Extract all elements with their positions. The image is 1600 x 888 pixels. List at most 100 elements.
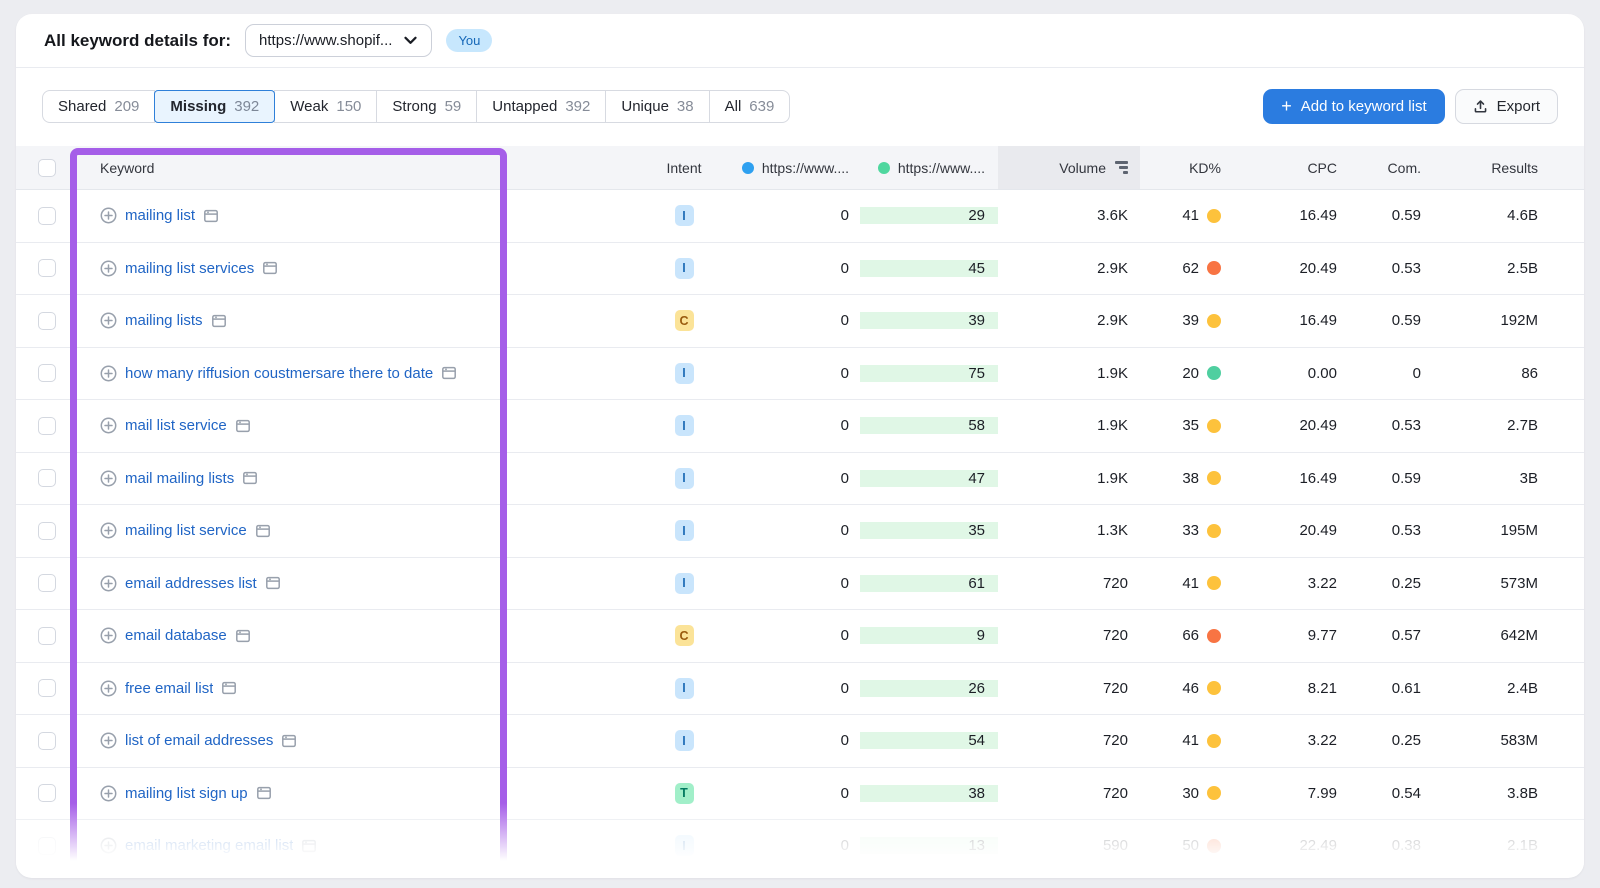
serp-preview-icon[interactable] [255,523,271,539]
kd-value: 50 [1182,837,1199,854]
volume-cell: 2.9K [998,312,1140,329]
table-row[interactable]: email marketing email list I 0 13 590 50… [16,820,1584,873]
keyword-link[interactable]: list of email addresses [125,732,273,749]
add-keyword-icon[interactable] [100,680,117,697]
header-cell-cpc[interactable]: CPC [1240,146,1350,189]
keyword-link[interactable]: email database [125,627,227,644]
table-row[interactable]: list of email addresses I 0 54 720 41 3.… [16,715,1584,768]
keyword-link[interactable]: mailing list service [125,522,247,539]
add-keyword-icon[interactable] [100,575,117,592]
export-button[interactable]: Export [1455,89,1558,124]
serp-preview-icon[interactable] [256,785,272,801]
keyword-link[interactable]: mailing list [125,207,195,224]
table-row[interactable]: mail list service I 0 58 1.9K 35 20.49 0… [16,400,1584,453]
add-keyword-icon[interactable] [100,312,117,329]
row-checkbox[interactable] [38,732,56,750]
results-value: 86 [1521,365,1538,382]
results-value: 3B [1520,470,1538,487]
table-row[interactable]: mailing list sign up T 0 38 720 30 7.99 … [16,768,1584,821]
table-row[interactable]: mailing lists C 0 39 2.9K 39 16.49 0.59 … [16,295,1584,348]
serp-preview-icon[interactable] [242,470,258,486]
tab-all[interactable]: All639 [709,90,791,123]
domain-select[interactable]: https://www.shopif... [245,24,432,57]
tab-unique[interactable]: Unique38 [605,90,709,123]
row-checkbox[interactable] [38,364,56,382]
add-keyword-icon[interactable] [100,470,117,487]
kd-cell: 39 [1140,312,1240,329]
row-checkbox[interactable] [38,259,56,277]
serp-preview-icon[interactable] [235,418,251,434]
you-position-value: 0 [841,417,849,434]
row-checkbox[interactable] [38,417,56,435]
keyword-link[interactable]: mailing lists [125,312,203,329]
tab-untapped[interactable]: Untapped392 [476,90,606,123]
competitor-position-value: 45 [968,260,985,277]
add-keyword-icon[interactable] [100,365,117,382]
tab-strong[interactable]: Strong59 [376,90,477,123]
you-position-cell: 0 [732,207,860,224]
keyword-link[interactable]: free email list [125,680,213,697]
row-checkbox[interactable] [38,837,56,855]
header-cell-volume[interactable]: Volume [998,146,1140,189]
keyword-link[interactable]: email addresses list [125,575,257,592]
keyword-link[interactable]: mail list service [125,417,227,434]
row-checkbox[interactable] [38,469,56,487]
keyword-link[interactable]: mailing list services [125,260,254,277]
header-cell-keyword[interactable]: Keyword [78,146,636,189]
keyword-link[interactable]: how many riffusion coustmersare there to… [125,365,433,382]
tab-missing[interactable]: Missing392 [154,90,275,123]
header-cell-kd[interactable]: KD% [1140,146,1240,189]
table-row[interactable]: mail mailing lists I 0 47 1.9K 38 16.49 … [16,453,1584,506]
table-row[interactable]: mailing list service I 0 35 1.3K 33 20.4… [16,505,1584,558]
serp-preview-icon[interactable] [203,208,219,224]
competitor-position-value: 29 [968,207,985,224]
cpc-value: 8.21 [1308,680,1337,697]
header-cell-competitor-domain[interactable]: https://www.... [860,146,998,189]
row-checkbox[interactable] [38,207,56,225]
table-row[interactable]: email database C 0 9 720 66 9.77 0.57 64… [16,610,1584,663]
keyword-link[interactable]: mailing list sign up [125,785,248,802]
add-keyword-icon[interactable] [100,785,117,802]
row-checkbox[interactable] [38,312,56,330]
you-position-value: 0 [841,837,849,854]
row-checkbox[interactable] [38,522,56,540]
row-checkbox[interactable] [38,679,56,697]
serp-preview-icon[interactable] [221,680,237,696]
table-row[interactable]: email addresses list I 0 61 720 41 3.22 … [16,558,1584,611]
kd-value: 66 [1182,627,1199,644]
row-checkbox[interactable] [38,784,56,802]
tab-shared[interactable]: Shared209 [42,90,155,123]
select-all-checkbox[interactable] [38,159,56,177]
serp-preview-icon[interactable] [441,365,457,381]
keyword-link[interactable]: email marketing email list [125,837,293,854]
serp-preview-icon[interactable] [262,260,278,276]
serp-preview-icon[interactable] [301,838,317,854]
table-row[interactable]: how many riffusion coustmersare there to… [16,348,1584,401]
header-cell-com[interactable]: Com. [1350,146,1434,189]
tab-weak[interactable]: Weak150 [274,90,377,123]
serp-preview-icon[interactable] [265,575,281,591]
header-cell-results[interactable]: Results [1434,146,1584,189]
table-row[interactable]: free email list I 0 26 720 46 8.21 0.61 … [16,663,1584,716]
table-row[interactable]: mailing list I 0 29 3.6K 41 16.49 0.59 4… [16,190,1584,243]
row-checkbox[interactable] [38,627,56,645]
serp-preview-icon[interactable] [281,733,297,749]
header-cell-you-domain[interactable]: https://www.... [732,146,860,189]
add-keyword-icon[interactable] [100,522,117,539]
add-to-keyword-list-button[interactable]: + Add to keyword list [1263,89,1444,124]
serp-preview-icon[interactable] [235,628,251,644]
table-row[interactable]: mailing list services I 0 45 2.9K 62 20.… [16,243,1584,296]
serp-preview-icon[interactable] [211,313,227,329]
header-cell-intent[interactable]: Intent [636,146,732,189]
add-keyword-icon[interactable] [100,732,117,749]
add-keyword-icon[interactable] [100,837,117,854]
kd-value: 62 [1182,260,1199,277]
kd-value: 38 [1182,470,1199,487]
add-keyword-icon[interactable] [100,627,117,644]
row-checkbox[interactable] [38,574,56,592]
keyword-link[interactable]: mail mailing lists [125,470,234,487]
add-keyword-icon[interactable] [100,260,117,277]
com-value: 0.59 [1392,470,1421,487]
add-keyword-icon[interactable] [100,207,117,224]
add-keyword-icon[interactable] [100,417,117,434]
